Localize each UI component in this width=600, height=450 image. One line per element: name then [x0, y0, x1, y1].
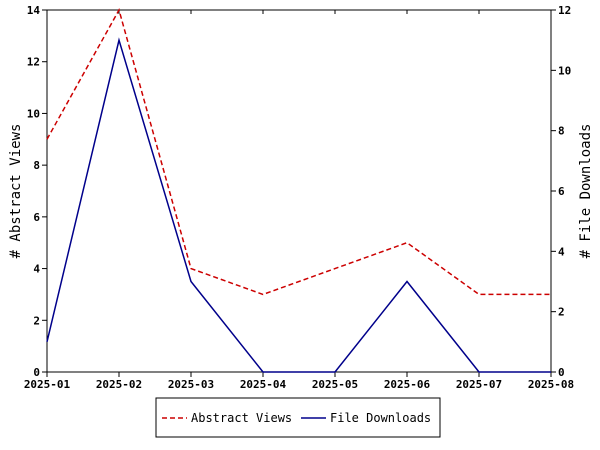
y-right-tick-label: 10: [558, 64, 571, 77]
y-axis-right-label: # File Downloads: [578, 124, 594, 259]
legend-label-abstract-views: Abstract Views: [191, 411, 292, 425]
y-left-tick-label: 12: [27, 56, 40, 69]
y-right-tick-label: 8: [558, 125, 565, 138]
x-tick-label: 2025-02: [96, 378, 142, 391]
y-right-tick-label: 4: [558, 245, 565, 258]
y-right-tick-label: 2: [558, 306, 565, 319]
y-left-tick-label: 10: [27, 107, 40, 120]
x-tick-label: 2025-03: [168, 378, 214, 391]
legend-box: [155, 397, 441, 438]
y-left-tick-label: 8: [33, 159, 40, 172]
y-axis-left-label: # Abstract Views: [8, 124, 24, 259]
y-right-tick-label: 6: [558, 185, 565, 198]
chart-legend: Abstract Views File Downloads: [155, 397, 441, 438]
x-tick-label: 2025-06: [384, 378, 431, 391]
chart-lines: [46, 8, 551, 373]
y-left-tick-label: 0: [33, 366, 40, 379]
x-tick-label: 2025-05: [312, 378, 358, 391]
series-line-abstract-views: [46, 8, 551, 296]
x-tick-label: 2025-01: [24, 378, 71, 391]
x-tick-label: 2025-04: [240, 378, 287, 391]
y-right-tick-label: 12: [558, 4, 571, 17]
y-left-tick-label: 2: [33, 314, 40, 327]
legend-label-file-downloads: File Downloads: [330, 411, 431, 425]
series-line-file-downloads: [46, 37, 551, 373]
plot-frame: [46, 9, 552, 373]
y-right-tick-label: 0: [558, 366, 565, 379]
x-tick-label: 2025-07: [456, 378, 502, 391]
x-tick-label: 2025-08: [528, 378, 574, 391]
chart-axes: 2025-01 2025-02 2025-03 2025-04 2025-05 2025-…: [24, 4, 574, 391]
y-left-tick-label: 4: [33, 263, 40, 276]
y-left-tick-label: 14: [27, 4, 41, 17]
y-left-tick-label: 6: [33, 211, 40, 224]
